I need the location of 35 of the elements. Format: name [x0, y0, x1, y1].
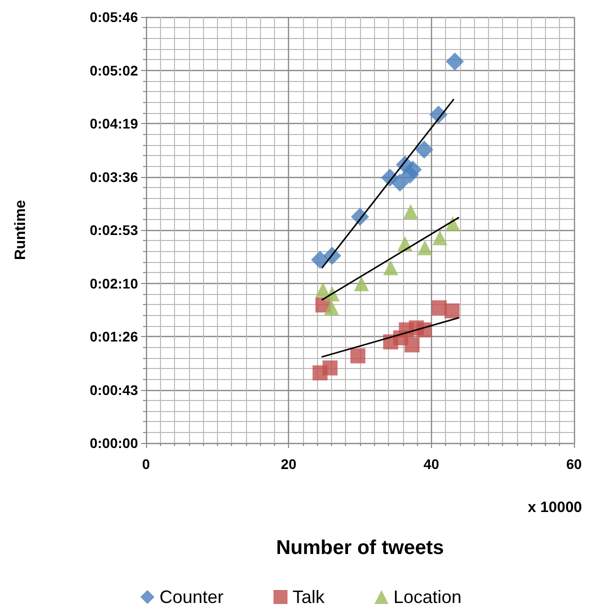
x-tick-label: 40	[424, 456, 440, 472]
y-tick-label: 0:04:19	[90, 116, 138, 132]
x-tick-label: 20	[280, 456, 297, 472]
point	[311, 250, 330, 269]
y-tick-label: 0:03:36	[90, 168, 138, 185]
y-tick-label: 0:02:10	[90, 275, 138, 292]
x-axis-title: Number of tweets	[276, 537, 444, 559]
point	[354, 276, 369, 292]
legend-label: Location	[393, 587, 462, 607]
point	[404, 160, 422, 179]
text: x 10000	[528, 499, 582, 516]
y-tick-label: 0:02:53	[90, 222, 138, 238]
y-tick-label: 0:00:43	[90, 382, 138, 398]
point	[403, 204, 418, 220]
y-tick-label: 0:00:00	[90, 435, 138, 451]
y-tick-label: 0:05:02	[90, 62, 138, 78]
legend-label: Talk	[292, 587, 326, 607]
point	[324, 300, 339, 316]
legend-label: Counter	[159, 587, 224, 607]
point	[404, 337, 420, 352]
point	[350, 348, 366, 364]
y-axis-title: Runtime	[12, 200, 29, 260]
point	[383, 260, 398, 276]
point	[444, 303, 460, 318]
x-tick-label: 60	[566, 456, 582, 472]
point	[446, 52, 464, 70]
point	[322, 360, 338, 376]
point	[417, 240, 432, 256]
point	[390, 174, 409, 192]
y-tick-label: 0:01:26	[90, 328, 138, 344]
y-tick-label: 0:05:46	[90, 9, 138, 25]
point	[315, 282, 330, 298]
point	[432, 230, 448, 246]
point	[415, 140, 434, 159]
x-tick-label: 0	[142, 456, 150, 472]
